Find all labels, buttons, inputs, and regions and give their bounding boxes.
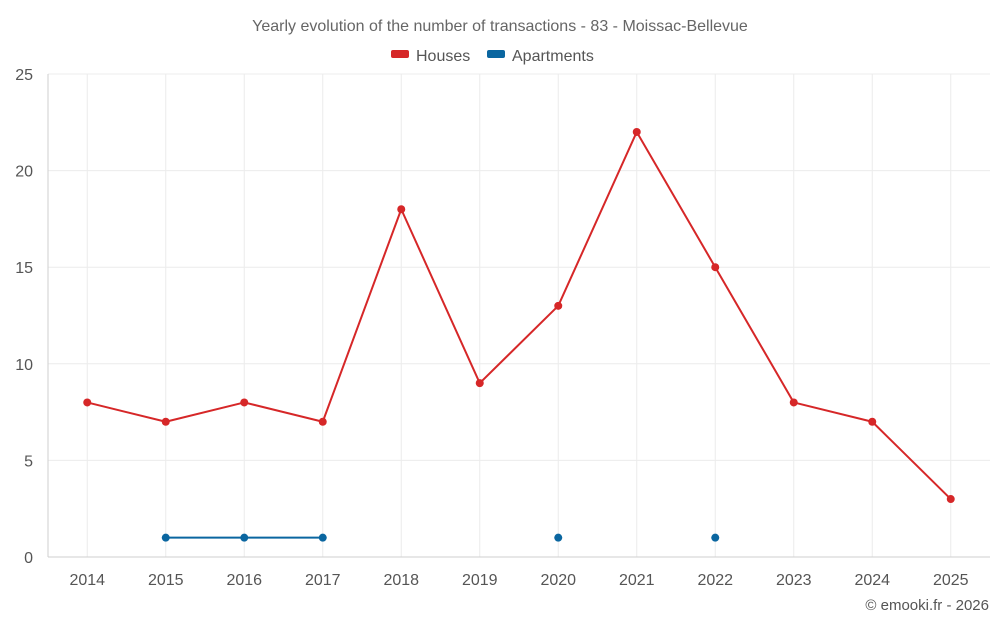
series: Houses 2014: 8 Houses 2015: 7 Houses 2016:…: [83, 127, 955, 542]
legend-label-houses: Houses: [416, 48, 470, 65]
legend-item-houses[interactable]: Houses: [391, 48, 470, 65]
y-tick-label: 10: [15, 357, 33, 374]
data-point-apartments-2020[interactable]: Apartments 2020: 1: [554, 533, 563, 542]
data-point-apartments-2017[interactable]: Apartments 2017: 1: [318, 533, 327, 542]
x-tick-label: 2022: [697, 572, 733, 589]
x-tick-label: 2015: [148, 572, 184, 589]
y-tick-label: 25: [15, 67, 33, 84]
chart-title: Yearly evolution of the number of transa…: [252, 18, 748, 35]
credit-text: © emooki.fr - 2026: [865, 597, 989, 614]
y-tick-label: 20: [15, 164, 33, 181]
data-point-houses-2023[interactable]: Houses 2023: 8: [789, 398, 798, 407]
legend-swatch-apartments: [487, 50, 505, 58]
legend-label-apartments: Apartments: [512, 48, 594, 65]
x-tick-label: 2014: [69, 572, 105, 589]
data-point-houses-2024[interactable]: Houses 2024: 7: [868, 417, 877, 426]
series-line-segment-houses: [714, 266, 795, 404]
data-point-apartments-2016[interactable]: Apartments 2016: 1: [240, 533, 249, 542]
data-point-houses-2015[interactable]: Houses 2015: 7: [161, 417, 170, 426]
data-point-apartments-2015[interactable]: Apartments 2015: 1: [161, 533, 170, 542]
x-tick-label: 2018: [383, 572, 419, 589]
data-point-houses-2016[interactable]: Houses 2016: 8: [240, 398, 249, 407]
series-line-segment-houses: [871, 420, 952, 501]
data-point-houses-2020[interactable]: Houses 2020: 13: [554, 301, 563, 310]
data-point-houses-2025[interactable]: Houses 2025: 3: [946, 495, 955, 504]
series-line-segment-houses: [635, 130, 717, 269]
grid: [48, 73, 990, 557]
y-tick-label: 0: [24, 550, 33, 567]
y-tick-label: 5: [24, 453, 33, 470]
x-tick-label: 2020: [540, 572, 576, 589]
x-tick-label: 2016: [226, 572, 262, 589]
data-point-houses-2018[interactable]: Houses 2018: 18: [397, 205, 406, 214]
legend-item-apartments[interactable]: Apartments: [487, 48, 594, 65]
x-tick-label: 2017: [305, 572, 341, 589]
series-line-segment-houses: [478, 304, 560, 385]
series-line-segment-houses: [86, 401, 167, 423]
series-line-segment-houses: [792, 401, 874, 423]
x-tick-label: 2021: [619, 572, 655, 589]
series-line-segment-houses: [243, 401, 324, 423]
x-tick-label: 2025: [933, 572, 969, 589]
series-line-segment-houses: [400, 208, 481, 385]
data-point-houses-2017[interactable]: Houses 2017: 7: [318, 417, 327, 426]
data-point-houses-2014[interactable]: Houses 2014: 8: [83, 398, 92, 407]
series-line-segment-houses: [557, 130, 638, 307]
data-point-houses-2022[interactable]: Houses 2022: 15: [711, 263, 720, 272]
y-tick-label: 15: [15, 260, 33, 277]
legend: Houses Apartments: [391, 48, 594, 65]
x-tick-label: 2019: [462, 572, 498, 589]
series-line-segment-houses: [321, 208, 403, 423]
data-point-houses-2021[interactable]: Houses 2021: 22: [632, 127, 641, 136]
legend-swatch-houses: [391, 50, 409, 58]
x-tick-label: 2024: [854, 572, 890, 589]
data-point-houses-2019[interactable]: Houses 2019: 9: [475, 379, 484, 388]
series-line-segment-houses: [164, 401, 246, 423]
x-tick-label: 2023: [776, 572, 812, 589]
series-apartments: Apartments 2015: 1 Apartments 2016: 1 Apar…: [161, 533, 720, 542]
series-houses: Houses 2014: 8 Houses 2015: 7 Houses 2016:…: [83, 127, 955, 504]
data-point-apartments-2022[interactable]: Apartments 2022: 1: [711, 533, 720, 542]
